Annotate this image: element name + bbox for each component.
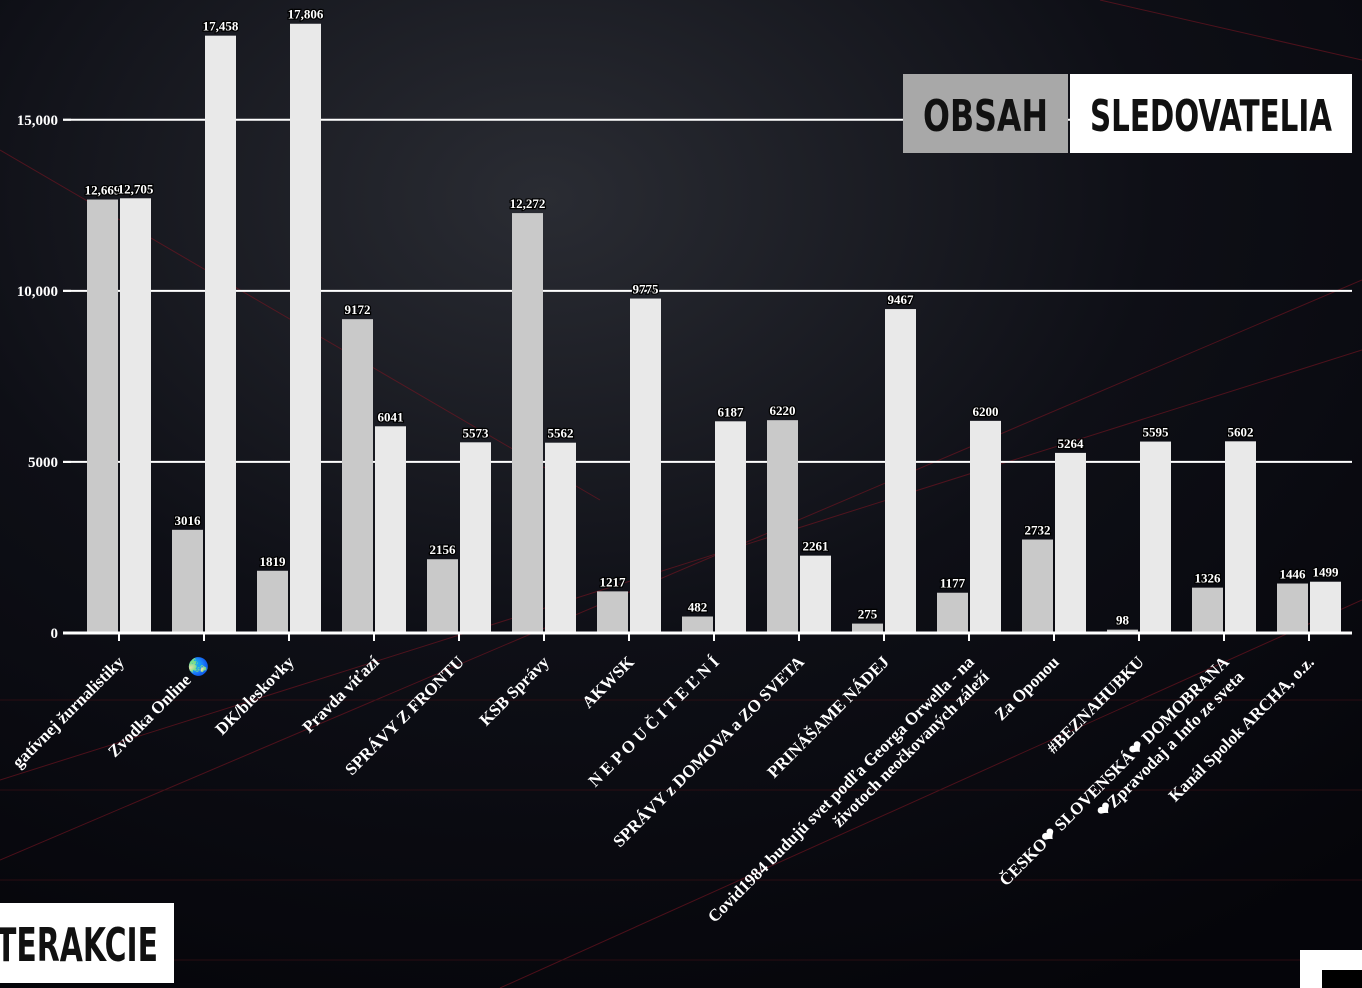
bar — [427, 559, 458, 633]
bar — [290, 23, 321, 634]
bar — [800, 555, 831, 633]
bar — [512, 213, 543, 634]
bar — [1277, 583, 1308, 633]
y-tick-label: 0 — [51, 626, 59, 642]
bar — [1055, 452, 1086, 633]
value-label: 3016 — [175, 513, 202, 528]
footer-title: TERAKCIE — [0, 918, 158, 972]
value-label: 2732 — [1025, 523, 1051, 538]
bar — [852, 623, 883, 633]
value-label: 98 — [1116, 613, 1130, 628]
background-grid — [0, 699, 1362, 961]
value-label: 9467 — [888, 292, 915, 307]
bar — [375, 426, 406, 633]
bar — [1192, 587, 1223, 633]
legend-label: SLEDOVATELIA — [1090, 91, 1332, 142]
bar — [1107, 629, 1138, 633]
footer-box — [0, 903, 174, 983]
value-label: 1217 — [600, 574, 627, 589]
value-label: 1326 — [1195, 571, 1222, 586]
bar — [1140, 441, 1171, 633]
value-label: 1177 — [940, 576, 966, 591]
bar — [545, 442, 576, 633]
legend-swatch — [1070, 74, 1352, 153]
bar — [597, 591, 628, 633]
value-label: 9775 — [633, 282, 660, 297]
bar — [205, 35, 236, 633]
value-label: 5602 — [1228, 424, 1254, 439]
value-label: 5264 — [1058, 436, 1085, 451]
value-label: 6041 — [378, 409, 404, 424]
bar — [87, 199, 118, 633]
value-label: 482 — [688, 600, 708, 615]
legend: OBSAH SLEDOVATELIA — [903, 74, 1352, 153]
value-label: 2156 — [430, 542, 457, 557]
value-label: 1819 — [260, 554, 287, 569]
value-label: 12,705 — [118, 181, 154, 196]
value-label: 2261 — [803, 539, 829, 554]
corner-box-inner — [1322, 970, 1362, 988]
value-label: 9172 — [345, 302, 371, 317]
value-label: 1499 — [1313, 565, 1340, 580]
value-label: 6220 — [770, 403, 796, 418]
bar — [937, 592, 968, 633]
bar — [630, 298, 661, 633]
bar — [342, 319, 373, 633]
legend-swatch — [903, 74, 1068, 153]
value-label: 1446 — [1280, 567, 1307, 582]
bar — [1225, 441, 1256, 633]
bar — [1310, 581, 1341, 633]
value-label: 6200 — [973, 404, 999, 419]
bar — [682, 616, 713, 633]
value-label: 12,272 — [510, 196, 546, 211]
bar — [460, 442, 491, 633]
value-label: 17,806 — [288, 7, 324, 22]
bar — [120, 198, 151, 634]
value-label: 5573 — [463, 425, 490, 440]
bar — [970, 420, 1001, 633]
bar — [172, 529, 203, 633]
bar — [767, 420, 798, 633]
bar — [715, 421, 746, 633]
value-label: 17,458 — [203, 19, 239, 34]
y-tick-label: 5000 — [28, 455, 58, 471]
bar — [885, 309, 916, 633]
y-tick-label: 15,000 — [17, 113, 58, 129]
value-label: 275 — [858, 607, 878, 622]
value-label: 5595 — [1143, 425, 1170, 440]
legend-label: OBSAH — [923, 91, 1048, 142]
value-label: 12,669 — [85, 183, 121, 198]
y-tick-label: 10,000 — [17, 284, 58, 300]
value-label: 6187 — [718, 404, 745, 419]
value-label: 5562 — [548, 426, 574, 441]
bar — [1022, 539, 1053, 633]
bar — [257, 570, 288, 633]
